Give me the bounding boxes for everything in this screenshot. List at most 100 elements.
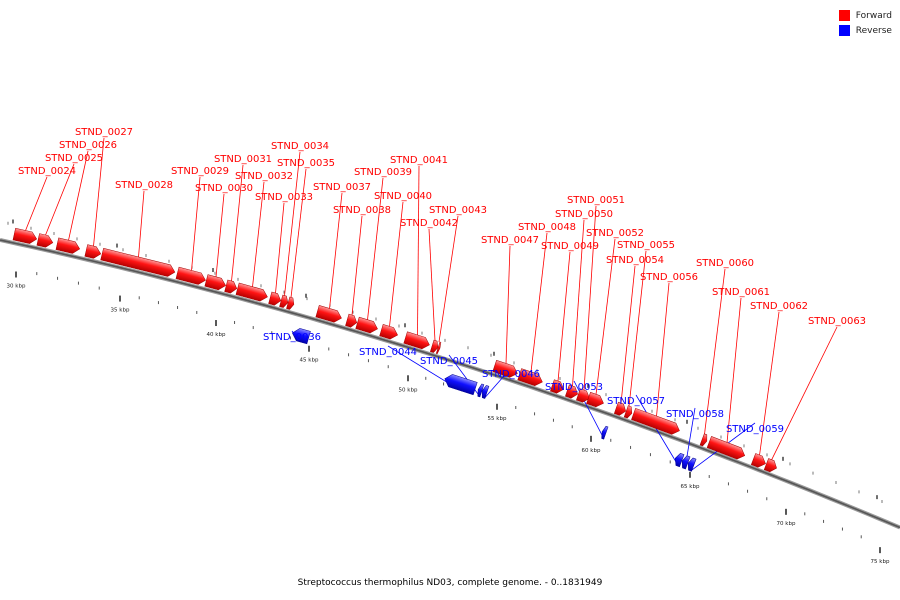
gene-label: STND_0054 [606,255,664,266]
forward-gene-arrow [403,331,430,350]
gene-leader-line [284,151,301,296]
reverse-gene-arrow [291,328,311,345]
tick-label: 45 kbp [300,358,319,364]
forward-gene-arrow [268,291,282,306]
gene-label: STND_0058 [666,409,724,420]
forward-gene-arrow [576,388,590,403]
gene-leader-line [252,181,265,287]
gene-label: STND_0044 [359,347,417,358]
forward-gene-arrow [286,296,295,310]
gene-leader-line [505,245,511,364]
gene-label: STND_0062 [750,301,808,312]
forward-gene-arrow [100,247,176,277]
tick-label: 55 kbp [488,416,507,422]
forward-gene-arrow [204,274,227,291]
reverse-swatch-icon [838,25,850,36]
gene-leader-line [25,176,48,231]
gene-leader-line [656,282,670,417]
gene-label: STND_0057 [607,396,665,407]
gene-leader-line [45,163,75,236]
gene-leader-line [771,326,838,461]
gene-label: STND_0024 [18,166,76,177]
gene-label: STND_0032 [235,171,293,182]
gene-leader-line [438,215,459,343]
gene-label: STND_0035 [277,158,335,169]
reverse-gene-arrow [674,452,685,468]
gene-label: STND_0030 [195,183,253,194]
gene-label: STND_0048 [518,222,576,233]
gene-label: STND_0033 [255,192,313,203]
genome-backbone [0,239,900,529]
forward-gene-arrow [550,379,564,394]
forward-gene-arrow [345,313,358,328]
gene-label: STND_0053 [545,382,603,393]
forward-gene-arrow [84,244,102,259]
forward-gene-arrow [315,305,342,323]
gene-label: STND_0039 [354,167,412,178]
tick-label: 60 kbp [582,448,601,454]
reverse-gene-arrow [687,457,697,472]
gene-label: STND_0043 [429,205,487,216]
gene-leader-line [573,380,605,440]
legend-item-reverse: Reverse [838,23,892,38]
gene-label: STND_0063 [808,316,866,327]
gene-leader-line [191,176,201,271]
tick-label: 70 kbp [777,521,796,527]
forward-gene-arrow [492,359,518,378]
gene-leader-line [275,202,285,294]
gene-label: STND_0031 [214,154,272,165]
tick-label: 75 kbp [871,559,890,565]
gene-label: STND_0045 [420,356,478,367]
forward-gene-arrow [517,368,543,386]
gene-label: STND_0040 [374,191,432,202]
forward-gene-arrow [430,339,439,353]
gene-label: STND_0059 [726,424,784,435]
gene-leader-line [635,394,679,467]
tick-label: 35 kbp [111,308,130,314]
reverse-gene-arrow [444,374,478,396]
gene-leader-line [231,164,244,282]
gene-label: STND_0034 [271,141,329,152]
gene-leader-line [138,190,145,258]
forward-gene-arrow [55,237,81,254]
reverse-gene-arrow [477,383,485,398]
gene-label: STND_0038 [333,205,391,216]
gene-leader-line [759,311,780,456]
tick-label: 65 kbp [681,484,700,490]
gene-label: STND_0052 [586,228,644,239]
gene-leader-line [628,250,647,407]
forward-gene-arrow [706,436,746,460]
gene-leader-line [417,165,420,336]
gene-leader-line [215,193,225,278]
tick-label: 40 kbp [207,332,226,338]
gene-leader-line [530,232,548,373]
gene-label: STND_0037 [313,182,371,193]
gene-leader-line [620,265,636,404]
reverse-gene-arrow [601,425,609,440]
gene-label: STND_0041 [390,155,448,166]
gene-leader-line [704,268,726,435]
gene-leader-line [389,201,404,327]
legend-label-reverse: Reverse [855,25,892,36]
forward-gene-arrow [235,282,268,302]
genome-caption: Streptococcus thermophilus ND03, complet… [297,578,603,588]
forward-gene-arrow [613,401,627,416]
tick-label: 30 kbp [7,283,26,289]
gene-label: STND_0027 [75,127,133,138]
gene-label: STND_0056 [640,272,698,283]
gene-leader-line [595,238,616,395]
gene-leader-line [583,205,597,391]
legend: Forward Reverse [838,8,892,38]
gene-label: STND_0029 [171,166,229,177]
forward-gene-arrow [355,316,378,334]
forward-gene-arrow [750,453,766,468]
forward-gene-arrow [379,324,398,340]
forward-gene-arrow [435,341,442,355]
forward-gene-arrow [631,407,680,435]
gene-label: STND_0061 [712,287,770,298]
gene-leader-line [572,219,585,387]
gene-leader-line [726,297,742,443]
legend-item-forward: Forward [838,8,892,23]
forward-gene-arrow [763,458,777,473]
gene-label: STND_0042 [400,218,458,229]
